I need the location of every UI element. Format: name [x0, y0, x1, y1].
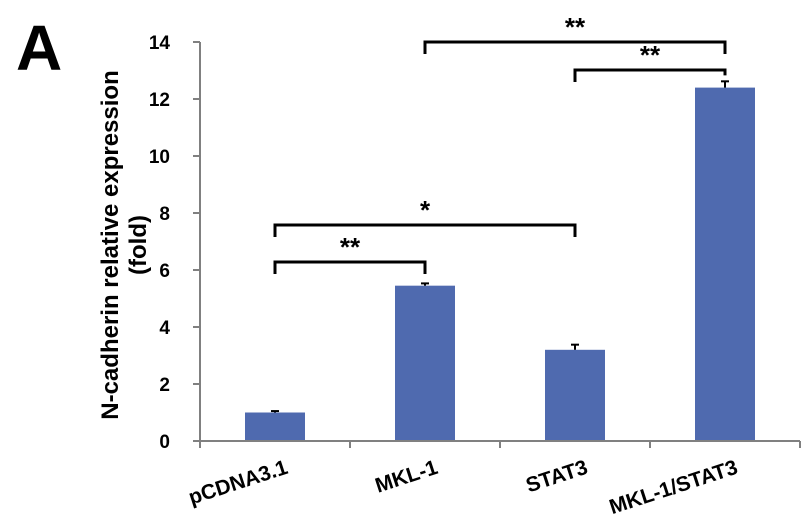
bar-pcdna3-1: [245, 412, 305, 441]
significance-bracket: [423, 40, 727, 54]
x-tick-label: MKL-1: [372, 456, 440, 498]
y-axis-title-line2: (fold): [125, 215, 152, 275]
x-tick-label: STAT3: [523, 456, 590, 497]
y-tick-label: 6: [159, 261, 170, 282]
y-axis-title: N-cadherin relative expression (fold): [97, 70, 152, 419]
y-tick-label: 0: [159, 432, 170, 453]
significance-label: **: [640, 40, 661, 70]
y-tick-label: 10: [149, 147, 170, 168]
y-tick-label: 12: [149, 90, 170, 111]
y-axis-title-line1: N-cadherin relative expression: [97, 70, 124, 419]
significance-label: **: [340, 232, 361, 262]
y-tick-label: 2: [159, 375, 170, 396]
x-tick-label: MKL-1/STAT3: [607, 456, 741, 519]
panel-label: A: [16, 12, 62, 84]
significance-label: *: [420, 195, 431, 225]
bar-mkl-1-stat3: [695, 87, 755, 441]
y-tick-label: 14: [149, 33, 171, 54]
bar-mkl-1: [395, 285, 455, 441]
significance-bracket: [273, 260, 427, 274]
significance-bracket: [573, 68, 727, 82]
significance-bracket: [273, 223, 577, 237]
bar-stat3: [545, 349, 605, 441]
x-tick-label: pCDNA3.1: [186, 456, 291, 510]
significance-label: **: [565, 12, 586, 42]
y-tick-label: 8: [159, 204, 170, 225]
y-tick-label: 4: [159, 318, 170, 339]
